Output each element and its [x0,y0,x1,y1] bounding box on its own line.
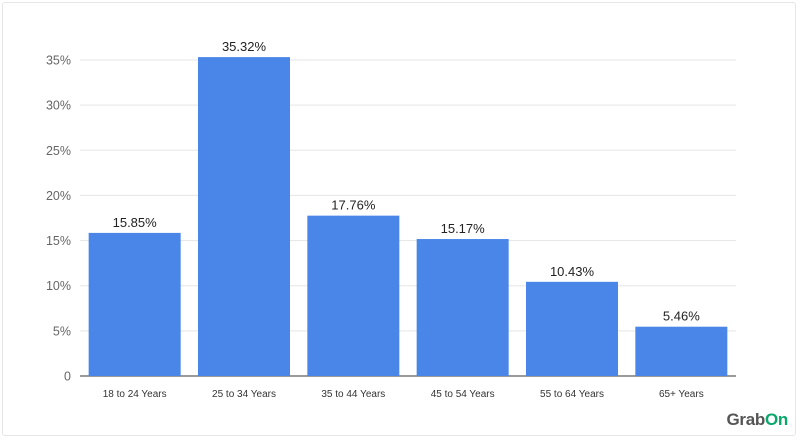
data-label: 10.43% [550,264,595,279]
bar [198,57,290,376]
y-tick-label: 15% [46,234,71,248]
x-tick-label: 65+ Years [659,389,704,400]
y-tick-label: 25% [46,144,71,158]
y-tick-label: 35% [46,54,71,68]
bar [307,215,400,376]
x-tick-label: 45 to 54 Years [431,389,495,400]
logo-text-on: On [764,410,788,429]
bar [88,232,181,376]
bar [635,326,728,376]
data-label: 15.17% [441,221,486,236]
y-tick-label: 10% [46,279,71,293]
grabon-logo: GrabOn [727,410,789,430]
y-tick-label: 5% [53,324,71,338]
data-label: 17.76% [331,198,376,213]
data-label: 15.85% [113,215,158,230]
bar [526,281,618,376]
logo-text-grab: Grab [726,410,766,429]
data-label: 35.32% [222,39,267,54]
data-label: 5.46% [663,309,700,324]
x-tick-label: 35 to 44 Years [321,389,385,400]
y-tick-label: 20% [46,189,71,203]
y-tick-label: 30% [46,99,71,113]
x-tick-label: 25 to 34 Years [212,389,276,400]
x-tick-label: 18 to 24 Years [103,389,167,400]
bar [416,239,509,376]
y-tick-label: 0 [64,370,71,384]
x-tick-label: 55 to 64 Years [540,389,604,400]
